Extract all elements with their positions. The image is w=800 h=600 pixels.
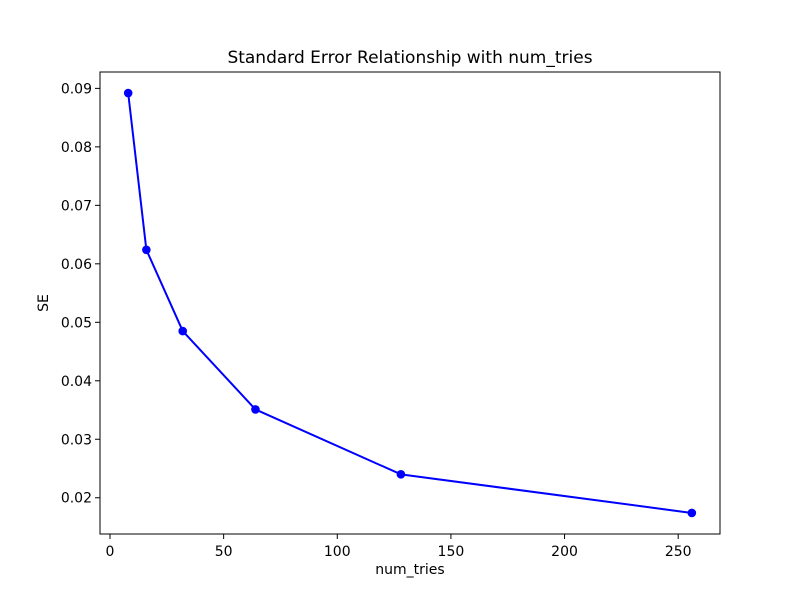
x-tick-label: 0 <box>106 544 115 560</box>
chart-title: Standard Error Relationship with num_tri… <box>227 48 592 68</box>
data-point-marker <box>178 326 188 336</box>
y-tick-label: 0.07 <box>61 198 92 214</box>
y-tick-label: 0.09 <box>61 81 92 97</box>
y-tick-label: 0.05 <box>61 315 92 331</box>
y-tick-label: 0.08 <box>61 140 92 156</box>
x-tick-label: 150 <box>438 544 465 560</box>
data-point-marker <box>123 88 133 98</box>
data-point-marker <box>396 470 406 479</box>
y-axis-label: SE <box>36 294 52 312</box>
plot-area-border <box>99 71 721 535</box>
x-tick-label: 100 <box>324 544 351 560</box>
x-tick-label: 200 <box>551 544 578 560</box>
x-axis-label: num_tries <box>375 562 444 578</box>
data-point-marker <box>251 405 260 414</box>
y-tick-label: 0.03 <box>61 432 92 448</box>
x-tick-label: 50 <box>215 544 233 560</box>
y-tick-label: 0.04 <box>61 374 92 390</box>
se-line <box>127 92 693 514</box>
data-point-marker <box>142 245 151 255</box>
x-tick-label: 250 <box>665 544 692 560</box>
y-tick-label: 0.02 <box>61 491 92 507</box>
y-tick-label: 0.06 <box>61 257 92 273</box>
data-point-marker <box>687 508 697 518</box>
